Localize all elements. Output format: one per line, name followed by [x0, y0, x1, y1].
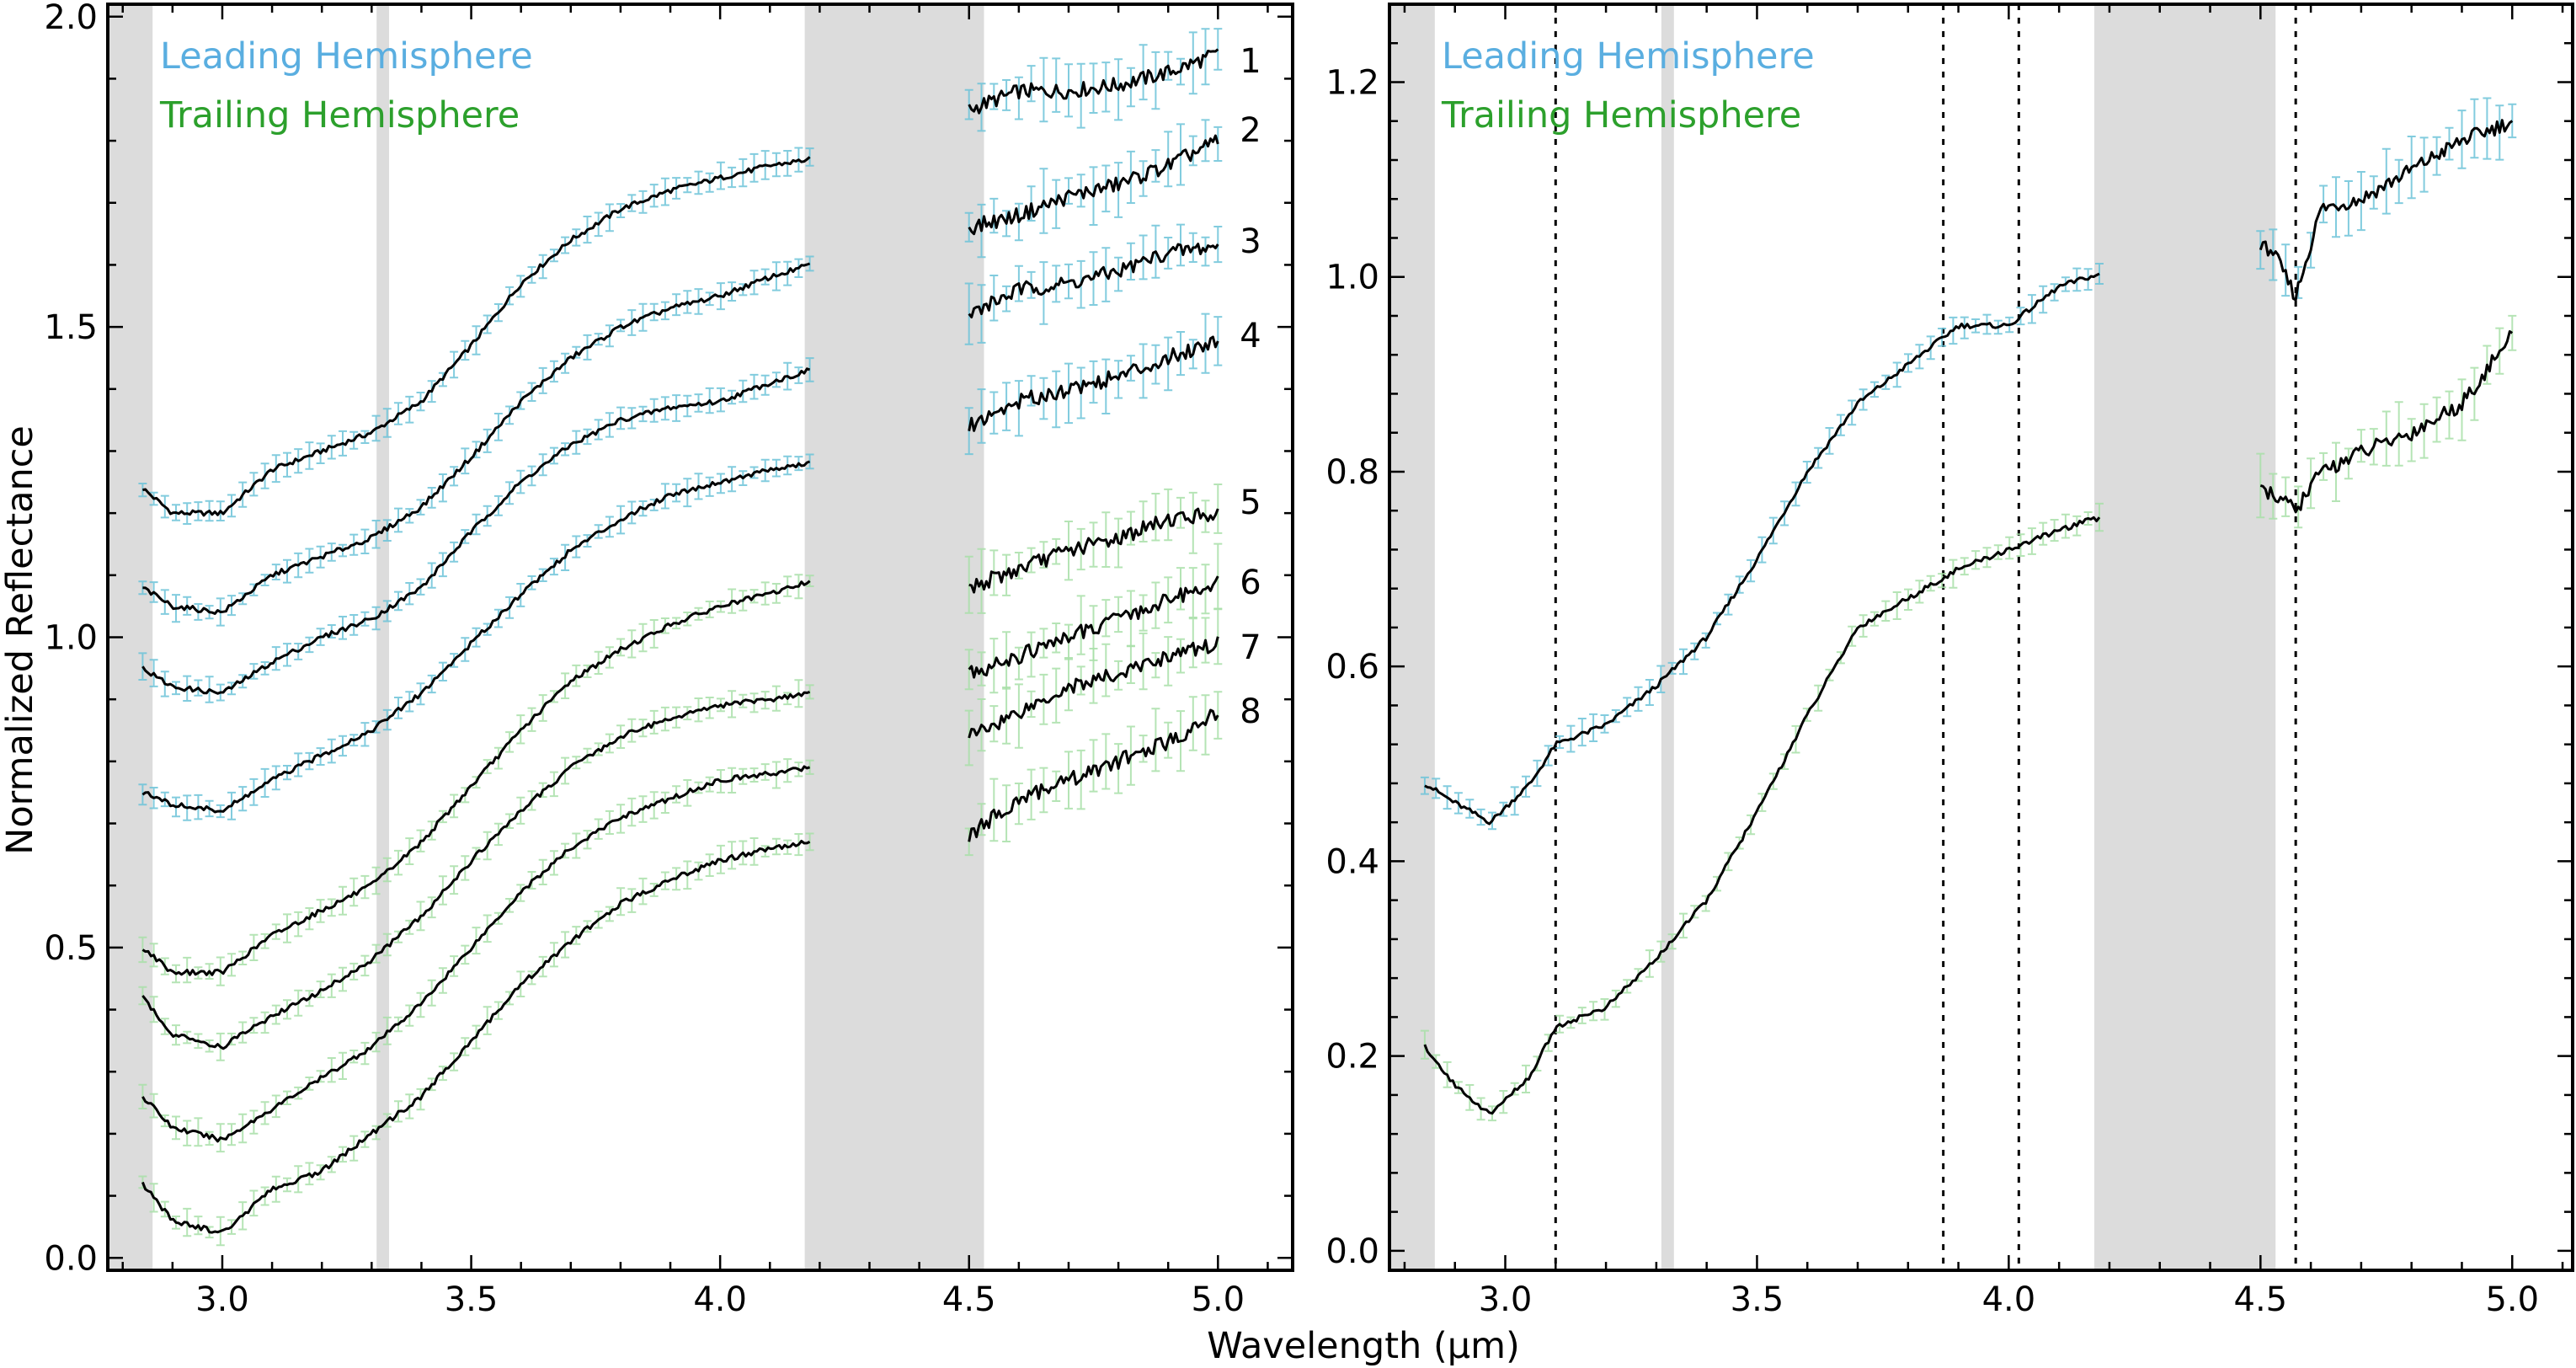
- legend-leading-0: Leading Hemisphere: [160, 35, 533, 77]
- spectrum-line-1-0-1: [2259, 119, 2514, 302]
- x-tick-label-1-1: 3.5: [1731, 1280, 1784, 1319]
- plot-frame-0: [106, 3, 1294, 1272]
- masked-region-0-1: [376, 4, 390, 1270]
- y-tick-label-0-3: 1.5: [44, 308, 98, 347]
- spectrum-label-7: 7: [1240, 628, 1261, 667]
- y-tick-label-0-4: 2.0: [44, 0, 98, 37]
- spectrum-label-6: 6: [1240, 564, 1261, 602]
- masked-region-1-0: [1389, 4, 1435, 1270]
- spectrum-line-0-6-0: [141, 765, 811, 1143]
- y-tick-label-0-0: 0.0: [44, 1239, 98, 1278]
- x-axis-title: Wavelength (μm): [1207, 1325, 1520, 1367]
- y-tick-label-1-1: 0.2: [1325, 1038, 1379, 1077]
- masked-region-1-1: [1661, 4, 1674, 1270]
- x-tick-label-1-4: 5.0: [2485, 1280, 2539, 1319]
- spectrum-line-1-1-1: [2259, 330, 2514, 514]
- spectrum-line-0-1-1: [968, 134, 1219, 236]
- spectrum-line-0-3-1: [968, 335, 1219, 432]
- y-tick-label-1-6: 1.2: [1325, 63, 1379, 102]
- x-tick-label-0-3: 4.5: [942, 1280, 996, 1319]
- y-tick-label-1-2: 0.4: [1325, 842, 1379, 881]
- x-tick-label-0-0: 3.0: [195, 1280, 249, 1319]
- spectrum-label-8: 8: [1240, 692, 1261, 731]
- error-bars-1-0: [1420, 97, 2517, 831]
- spectrum-label-1: 1: [1240, 42, 1261, 81]
- error-bars-0-4: [138, 484, 1223, 986]
- spectrum-label-3: 3: [1240, 222, 1261, 261]
- y-tick-label-0-2: 1.0: [44, 619, 98, 658]
- plot-frame-1: [1388, 3, 2574, 1272]
- x-tick-label-0-1: 3.5: [445, 1280, 499, 1319]
- legend-leading-1: Leading Hemisphere: [1442, 35, 1815, 77]
- spectrum-line-0-0-1: [968, 48, 1219, 115]
- spectrum-line-0-4-1: [968, 507, 1219, 594]
- spectrum-line-0-2-0: [141, 367, 811, 695]
- spectrum-line-0-2-1: [968, 243, 1219, 318]
- spectrum-line-1-1-0: [1423, 516, 2101, 1115]
- spectrum-line-0-7-0: [141, 840, 811, 1234]
- y-tick-label-1-4: 0.8: [1325, 453, 1379, 492]
- spectrum-line-0-4-0: [141, 580, 811, 976]
- error-bars-0-2: [138, 223, 1223, 703]
- spectrum-line-0-0-0: [142, 156, 811, 517]
- x-tick-label-0-4: 5.0: [1192, 1280, 1245, 1319]
- masked-region-1-2: [2094, 4, 2276, 1270]
- y-tick-label-0-1: 0.5: [44, 929, 98, 968]
- spectrum-line-0-5-1: [968, 575, 1219, 679]
- x-tick-label-1-2: 4.0: [1982, 1280, 2036, 1319]
- x-tick-label-1-3: 4.5: [2234, 1280, 2288, 1319]
- spectrum-line-0-6-1: [968, 636, 1219, 739]
- spectrum-label-2: 2: [1240, 111, 1261, 150]
- legend-trailing-1: Trailing Hemisphere: [1441, 94, 1801, 136]
- x-tick-label-0-2: 4.0: [693, 1280, 747, 1319]
- masked-region-0-2: [804, 4, 984, 1270]
- spectrum-line-0-5-0: [141, 690, 811, 1050]
- error-bars-0-6: [138, 608, 1223, 1153]
- y-tick-label-1-0: 0.0: [1325, 1232, 1379, 1271]
- spectrum-label-4: 4: [1240, 317, 1261, 355]
- x-tick-label-1-0: 3.0: [1479, 1280, 1533, 1319]
- left-panel: 1 2 3 4 5 6 7 8 3.0 3.5 4.0 4.5 5.0 0.0 0.5 1.0 1.5 2.0 Le…: [44, 0, 1294, 1319]
- right-panel: 3.0 3.5 4.0 4.5 5.0 0.0 0.2 0.4 0.6 0.8 1.0 1.2 Lead…: [1325, 3, 2574, 1319]
- spectrum-line-0-1-0: [142, 262, 811, 615]
- spectrum-label-5: 5: [1240, 484, 1261, 522]
- spectrum-line-1-0-0: [1424, 272, 2100, 826]
- y-axis-title: Normalized Reflectance: [0, 425, 41, 855]
- spectrum-line-0-7-1: [968, 708, 1219, 842]
- error-bars-0-7: [138, 691, 1223, 1247]
- spectrum-line-0-3-0: [141, 460, 811, 814]
- legend-trailing-0: Trailing Hemisphere: [159, 94, 520, 136]
- y-tick-label-1-3: 0.6: [1325, 648, 1379, 687]
- y-tick-label-1-5: 1.0: [1325, 259, 1379, 297]
